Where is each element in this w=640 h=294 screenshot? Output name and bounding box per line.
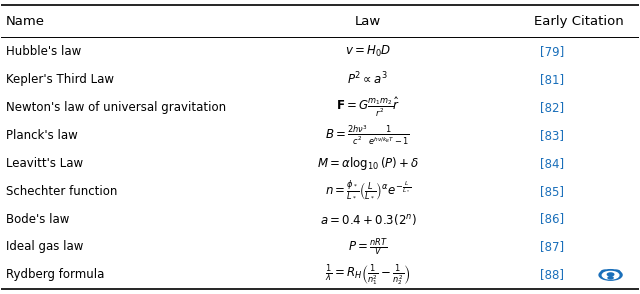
Text: $P^2 \propto a^3$: $P^2 \propto a^3$ — [348, 71, 388, 88]
Text: [84]: [84] — [540, 157, 564, 170]
Text: Law: Law — [355, 15, 381, 28]
Circle shape — [602, 271, 619, 279]
Text: Name: Name — [6, 15, 45, 28]
Text: Planck's law: Planck's law — [6, 129, 77, 142]
Text: $n = \frac{\phi_*}{L_*}\left(\frac{L}{L_*}\right)^{\alpha} e^{-\frac{L}{L_*}}$: $n = \frac{\phi_*}{L_*}\left(\frac{L}{L_… — [325, 179, 411, 203]
Circle shape — [602, 270, 608, 273]
Text: $\mathbf{F} = G\frac{m_1 m_2}{r^2}\hat{r}$: $\mathbf{F} = G\frac{m_1 m_2}{r^2}\hat{r… — [336, 96, 400, 119]
Circle shape — [607, 273, 614, 276]
Text: $B = \frac{2h\nu^3}{c^2} \frac{1}{e^{h\nu/k_B T}-1}$: $B = \frac{2h\nu^3}{c^2} \frac{1}{e^{h\n… — [325, 123, 410, 147]
Text: $M = \alpha \log_{10}(P) + \delta$: $M = \alpha \log_{10}(P) + \delta$ — [317, 155, 419, 172]
Text: [87]: [87] — [540, 240, 564, 253]
Text: Hubble's law: Hubble's law — [6, 45, 81, 58]
Text: [86]: [86] — [540, 213, 564, 225]
Text: [81]: [81] — [540, 73, 564, 86]
Text: [79]: [79] — [540, 45, 564, 58]
Text: $P = \frac{nRT}{V}$: $P = \frac{nRT}{V}$ — [348, 236, 388, 258]
Text: [83]: [83] — [540, 129, 564, 142]
Text: Schechter function: Schechter function — [6, 185, 117, 198]
Text: $v = H_0 D$: $v = H_0 D$ — [345, 44, 391, 59]
Circle shape — [613, 270, 620, 273]
Text: Newton's law of universal gravitation: Newton's law of universal gravitation — [6, 101, 226, 114]
Text: Early Citation: Early Citation — [534, 15, 623, 28]
Text: $a = 0.4 + 0.3(2^n)$: $a = 0.4 + 0.3(2^n)$ — [319, 211, 416, 226]
Circle shape — [599, 270, 622, 280]
Text: [82]: [82] — [540, 101, 564, 114]
Text: Kepler's Third Law: Kepler's Third Law — [6, 73, 114, 86]
Text: Rydberg formula: Rydberg formula — [6, 268, 104, 281]
Text: [85]: [85] — [540, 185, 564, 198]
Text: Bode's law: Bode's law — [6, 213, 69, 225]
Text: $\frac{1}{\lambda} = R_H\left(\frac{1}{n_1^2} - \frac{1}{n_2^2}\right)$: $\frac{1}{\lambda} = R_H\left(\frac{1}{n… — [325, 262, 411, 288]
Text: Ideal gas law: Ideal gas law — [6, 240, 83, 253]
Text: [88]: [88] — [540, 268, 564, 281]
Text: Leavitt's Law: Leavitt's Law — [6, 157, 83, 170]
Circle shape — [608, 277, 613, 279]
